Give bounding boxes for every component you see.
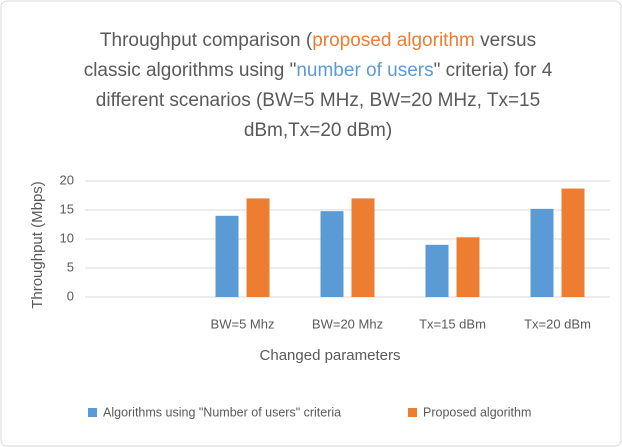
- bar: [456, 237, 480, 297]
- y-tick-label: 0: [67, 288, 74, 303]
- title-part: number of users: [296, 60, 434, 81]
- y-tick-label: 5: [67, 259, 74, 274]
- bar: [425, 244, 449, 297]
- legend-label: Proposed algorithm: [423, 405, 531, 419]
- y-tick-label: 15: [60, 201, 74, 216]
- title-part: versus classic algorithms using ": [83, 30, 537, 81]
- bar: [320, 211, 344, 297]
- legend-label: Algorithms using "Number of users" crite…: [103, 405, 341, 419]
- bar: [246, 198, 270, 297]
- bar: [561, 188, 585, 297]
- y-axis-label: Throughput (Mbps): [29, 181, 46, 309]
- title-part: " criteria) for 4 different scenarios (B…: [95, 60, 553, 141]
- x-tick-label: Tx=20 dBm: [524, 316, 591, 331]
- y-tick-label: 10: [60, 230, 74, 245]
- bar: [351, 198, 375, 297]
- bar: [530, 208, 554, 297]
- bar: [215, 215, 239, 297]
- legend-swatch: [408, 408, 417, 417]
- legend-swatch: [88, 408, 97, 417]
- x-tick-label: Tx=15 dBm: [419, 316, 486, 331]
- title-part: proposed algorithm: [312, 30, 475, 51]
- x-tick-label: BW=20 Mhz: [312, 316, 383, 331]
- y-tick-label: 20: [60, 172, 74, 187]
- title-part: Throughput comparison (: [99, 30, 313, 51]
- x-axis-label: Changed parameters: [260, 347, 401, 364]
- x-tick-label: BW=5 Mhz: [211, 316, 275, 331]
- chart-title: Throughput comparison (proposed algorith…: [70, 26, 566, 146]
